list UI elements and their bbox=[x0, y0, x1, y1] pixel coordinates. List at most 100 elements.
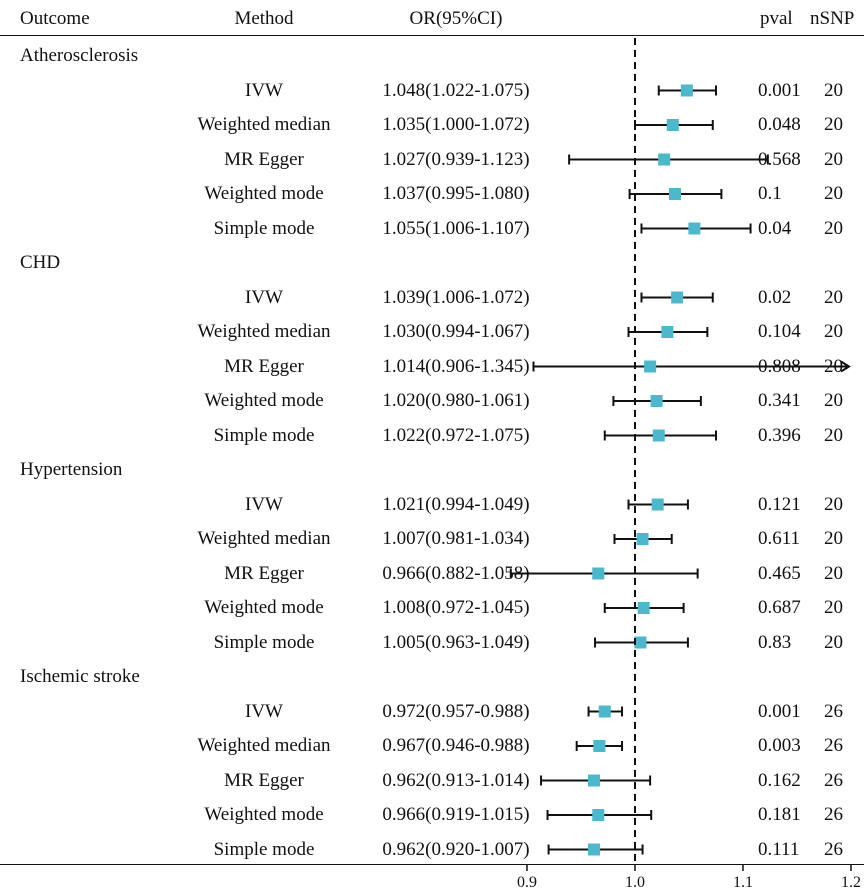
x-tick-label: 1.2 bbox=[841, 874, 861, 890]
header-rule bbox=[0, 35, 864, 36]
or-ci-label: 1.022(0.972-1.075) bbox=[382, 424, 530, 446]
header-method: Method bbox=[234, 8, 294, 29]
nsnp-label: 26 bbox=[824, 838, 843, 860]
nsnp-label: 20 bbox=[824, 321, 843, 342]
or-ci-label: 0.967(0.946-0.988) bbox=[382, 735, 530, 756]
x-tick-label: 1.0 bbox=[625, 874, 645, 890]
x-tick-label: 1.1 bbox=[733, 874, 753, 890]
pval-label: 0.104 bbox=[758, 321, 801, 342]
or-point-marker bbox=[644, 360, 657, 373]
bottom-rule bbox=[0, 864, 864, 865]
nsnp-label: 20 bbox=[824, 390, 843, 411]
nsnp-label: 20 bbox=[824, 424, 843, 446]
or-point-marker bbox=[634, 636, 647, 649]
or-point-marker bbox=[668, 188, 681, 200]
method-label: Simple mode bbox=[213, 424, 315, 446]
header-outcome: Outcome bbox=[20, 8, 90, 29]
pval-label: 0.111 bbox=[758, 838, 800, 860]
or-point-marker bbox=[587, 774, 600, 787]
or-ci-label: 0.972(0.957-0.988) bbox=[382, 700, 530, 722]
method-label: Weighted mode bbox=[204, 183, 324, 204]
method-label: Weighted mode bbox=[204, 390, 324, 411]
pval-label: 0.001 bbox=[758, 79, 801, 101]
method-label: MR Egger bbox=[224, 769, 304, 791]
pval-label: 0.181 bbox=[758, 804, 801, 825]
method-label: Simple mode bbox=[213, 217, 315, 239]
or-point-marker bbox=[666, 119, 679, 131]
or-ci-label: 1.048(1.022-1.075) bbox=[382, 79, 530, 101]
nsnp-label: 20 bbox=[824, 79, 843, 101]
nsnp-label: 20 bbox=[824, 597, 843, 618]
or-ci-label: 1.021(0.994-1.049) bbox=[382, 493, 530, 515]
header-nsnp: nSNP bbox=[810, 8, 855, 29]
or-point-marker bbox=[587, 843, 600, 856]
or-ci-label: 0.966(0.919-1.015) bbox=[382, 804, 530, 825]
pval-label: 0.611 bbox=[758, 528, 801, 549]
or-point-marker bbox=[671, 291, 684, 304]
or-point-marker bbox=[592, 809, 605, 821]
nsnp-label: 26 bbox=[824, 804, 843, 825]
method-label: Weighted mode bbox=[204, 597, 324, 618]
method-label: MR Egger bbox=[224, 562, 304, 584]
or-ci-label: 1.030(0.994-1.067) bbox=[382, 321, 530, 342]
or-ci-label: 1.005(0.963-1.049) bbox=[382, 631, 530, 653]
or-point-marker bbox=[593, 740, 606, 752]
or-point-marker bbox=[637, 602, 650, 614]
method-label: IVW bbox=[245, 79, 283, 101]
pval-label: 0.048 bbox=[758, 114, 801, 135]
nsnp-label: 20 bbox=[824, 286, 843, 308]
pval-label: 0.341 bbox=[758, 390, 801, 411]
or-ci-label: 1.055(1.006-1.107) bbox=[382, 217, 530, 239]
nsnp-label: 20 bbox=[824, 562, 843, 584]
ci-arrow bbox=[840, 360, 851, 373]
or-ci-label: 1.008(0.972-1.045) bbox=[382, 597, 530, 618]
pval-label: 0.003 bbox=[758, 735, 801, 756]
pval-label: 0.02 bbox=[758, 286, 792, 308]
or-ci-label: 1.035(1.000-1.072) bbox=[382, 114, 530, 135]
nsnp-label: 20 bbox=[824, 217, 843, 239]
pval-label: 0.687 bbox=[758, 597, 801, 618]
outcome-label: Atherosclerosis bbox=[20, 45, 139, 66]
header-or: OR(95%CI) bbox=[409, 8, 503, 29]
nsnp-label: 20 bbox=[824, 493, 843, 515]
pval-label: 0.396 bbox=[758, 424, 801, 446]
or-point-marker bbox=[592, 567, 605, 580]
or-ci-label: 0.962(0.920-1.007) bbox=[382, 838, 530, 860]
pval-label: 0.1 bbox=[758, 183, 782, 204]
method-label: Weighted median bbox=[197, 735, 331, 756]
or-point-marker bbox=[661, 326, 674, 338]
nsnp-label: 20 bbox=[824, 183, 843, 204]
or-ci-label: 1.039(1.006-1.072) bbox=[382, 286, 530, 308]
pval-label: 0.83 bbox=[758, 631, 792, 653]
or-ci-label: 0.966(0.882-1.058) bbox=[382, 562, 530, 584]
method-label: IVW bbox=[245, 700, 283, 722]
outcome-label: Hypertension bbox=[20, 459, 123, 480]
nsnp-label: 26 bbox=[824, 700, 843, 722]
or-point-marker bbox=[658, 153, 671, 166]
method-label: Weighted median bbox=[197, 321, 331, 342]
or-ci-label: 1.014(0.906-1.345) bbox=[382, 355, 530, 377]
nsnp-label: 26 bbox=[824, 769, 843, 791]
or-ci-label: 0.962(0.913-1.014) bbox=[382, 769, 530, 791]
method-label: Weighted median bbox=[197, 528, 331, 549]
pval-label: 0.04 bbox=[758, 217, 792, 239]
nsnp-label: 20 bbox=[824, 148, 843, 170]
method-label: MR Egger bbox=[224, 355, 304, 377]
or-point-marker bbox=[650, 395, 663, 407]
or-point-marker bbox=[652, 429, 665, 442]
method-label: Weighted median bbox=[197, 114, 331, 135]
outcome-label: Ischemic stroke bbox=[20, 666, 140, 687]
x-tick-label: 0.9 bbox=[517, 874, 537, 890]
method-label: IVW bbox=[245, 493, 283, 515]
or-point-marker bbox=[680, 84, 693, 97]
nsnp-label: 20 bbox=[824, 528, 843, 549]
or-point-marker bbox=[651, 498, 664, 511]
method-label: Simple mode bbox=[213, 631, 315, 653]
or-point-marker bbox=[598, 705, 611, 718]
or-ci-label: 1.020(0.980-1.061) bbox=[382, 390, 530, 411]
method-label: Simple mode bbox=[213, 838, 315, 860]
or-ci-label: 1.007(0.981-1.034) bbox=[382, 528, 530, 549]
pval-label: 0.465 bbox=[758, 562, 801, 584]
outcome-label: CHD bbox=[20, 252, 61, 273]
